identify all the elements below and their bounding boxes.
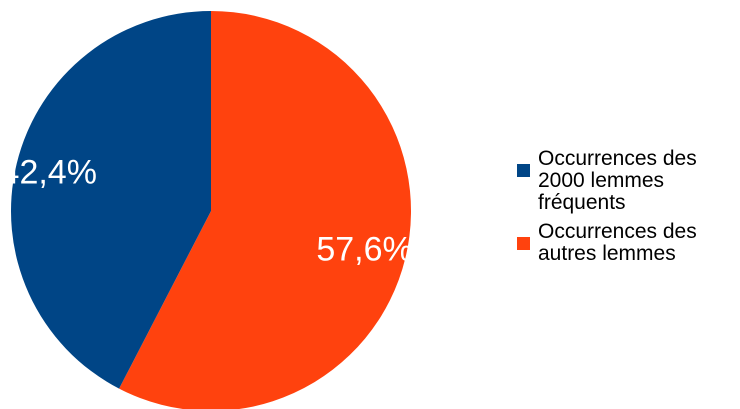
chart-legend: Occurrences des 2000 lemmes fréquents Oc…	[517, 148, 739, 272]
pie-slice-other-lemmas	[119, 11, 411, 409]
legend-label-other: Occurrences des autres lemmes	[538, 220, 697, 265]
pie-label-frequent: 42,4%	[1, 154, 97, 192]
pie-slice-labels: 57,6% 42,4%	[1, 154, 413, 269]
pie-label-other: 57,6%	[316, 230, 412, 268]
legend-label-frequent: Occurrences des 2000 lemmes fréquents	[538, 147, 697, 214]
pie-slice-frequent-lemmas	[11, 11, 212, 389]
legend-swatch-frequent	[517, 164, 530, 177]
legend-item-frequent-lemmas: Occurrences des 2000 lemmes fréquents	[517, 148, 739, 214]
legend-swatch-other	[517, 237, 530, 250]
pie-slices	[11, 11, 411, 409]
legend-item-other-lemmas: Occurrences des autres lemmes	[517, 221, 739, 265]
